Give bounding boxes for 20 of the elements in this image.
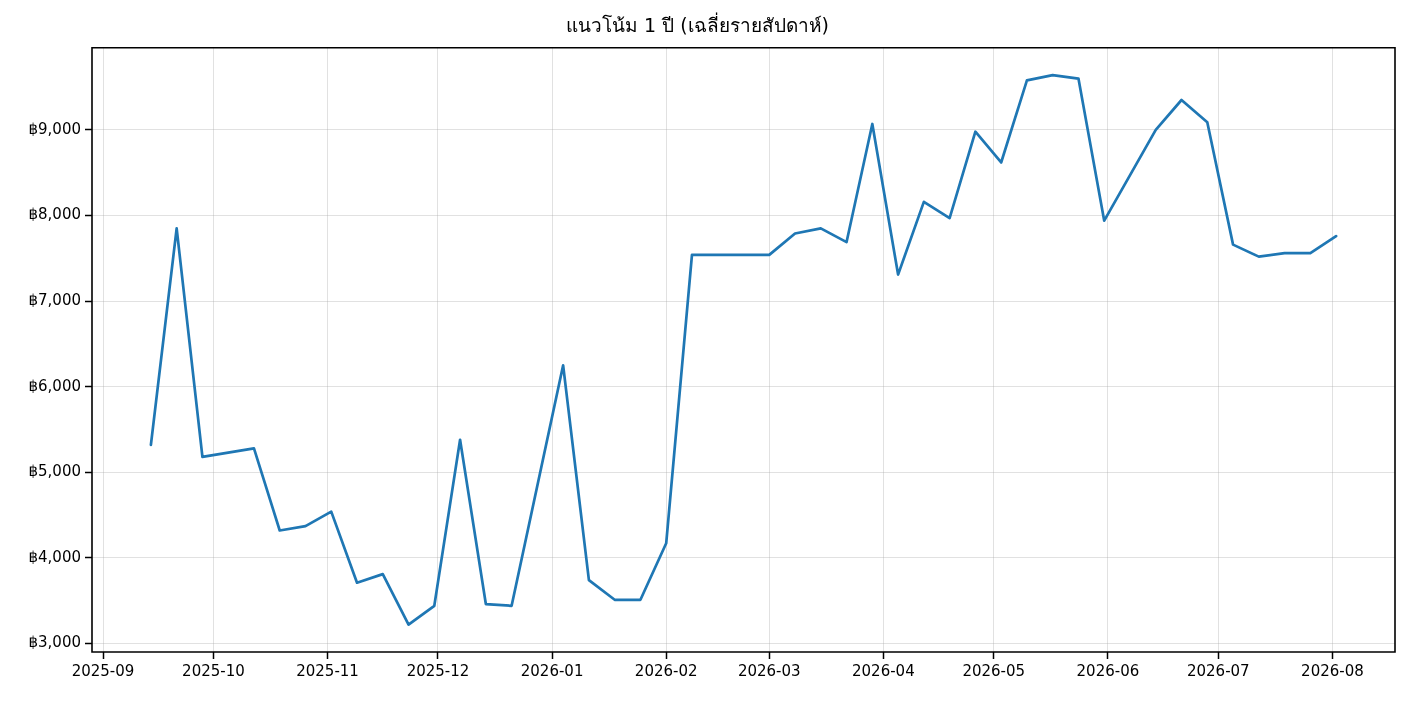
x-tick-label: 2026-01 (520, 661, 584, 680)
y-tick-label: ฿6,000 (28, 376, 81, 395)
chart-title: แนวโน้ม 1 ปี (เฉลี่ยรายสัปดาห์) (565, 12, 830, 37)
x-tick-label: 2026-07 (1186, 661, 1250, 680)
y-tick-label: ฿3,000 (28, 633, 81, 652)
x-tick-label: 2026-02 (634, 661, 698, 680)
x-tick-label: 2026-03 (737, 661, 801, 680)
y-tick-label: ฿4,000 (28, 547, 81, 566)
y-tick-label: ฿7,000 (28, 291, 81, 310)
x-tick-label: 2025-11 (296, 661, 359, 680)
x-tick-label: 2025-12 (406, 661, 470, 680)
x-tick-label: 2026-04 (852, 661, 915, 680)
x-tick-label: 2026-05 (962, 661, 1026, 680)
y-tick-label: ฿5,000 (28, 462, 81, 481)
x-tick-label: 2025-10 (182, 661, 245, 680)
y-tick-label: ฿8,000 (28, 205, 81, 224)
x-tick-label: 2026-08 (1301, 661, 1364, 680)
x-tick-label: 2026-06 (1076, 661, 1140, 680)
x-tick-label: 2025-09 (71, 661, 135, 680)
y-tick-label: ฿9,000 (28, 119, 81, 138)
